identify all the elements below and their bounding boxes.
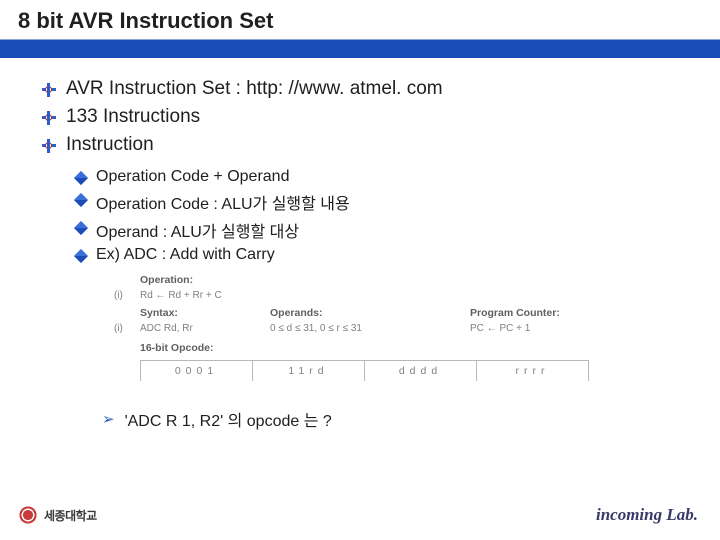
list-item: Instruction bbox=[42, 134, 720, 156]
content-area: AVR Instruction Set : http: //www. atmel… bbox=[0, 58, 720, 431]
fig-operation-value-row: (i) Rd ← Rd + Rr + C bbox=[114, 290, 674, 301]
university-name: 세종대학교 bbox=[44, 507, 97, 524]
target-bullet-icon bbox=[42, 83, 56, 97]
fig-syntax-text: ADC Rd, Rr bbox=[140, 323, 270, 334]
list-item-text: 133 Instructions bbox=[66, 106, 200, 128]
list-item: Operand : ALU가 실행할 대상 bbox=[76, 218, 720, 242]
title-bar: 8 bit AVR Instruction Set bbox=[0, 0, 720, 58]
list-item: AVR Instruction Set : http: //www. atmel… bbox=[42, 78, 720, 100]
diamond-bullet-icon bbox=[74, 193, 88, 207]
fig-operands-label: Operands: bbox=[270, 307, 470, 319]
list-item: Ex) ADC : Add with Carry bbox=[76, 246, 720, 264]
list-item-text: Ex) ADC : Add with Carry bbox=[96, 246, 275, 264]
list-item: Operation Code : ALU가 실행할 내용 bbox=[76, 190, 720, 214]
fig-syntax-value-row: (i) ADC Rd, Rr 0 ≤ d ≤ 31, 0 ≤ r ≤ 31 PC… bbox=[114, 323, 674, 334]
fig-marker: (i) bbox=[114, 290, 140, 301]
fig-pc-label: Program Counter: bbox=[470, 307, 560, 319]
opcode-cell: dddd bbox=[365, 361, 477, 381]
fig-operation-text: Rd ← Rd + Rr + C bbox=[140, 290, 222, 301]
logo-emblem-icon bbox=[18, 505, 38, 525]
list-item: 133 Instructions bbox=[42, 106, 720, 128]
fig-syntax-label: Syntax: bbox=[140, 307, 270, 319]
fig-opcode-label-row: 16-bit Opcode: bbox=[114, 342, 674, 354]
diamond-bullet-icon bbox=[74, 249, 88, 263]
bullet-list-level2: Operation Code + Operand Operation Code … bbox=[76, 168, 720, 264]
bullet-list-level1: AVR Instruction Set : http: //www. atmel… bbox=[42, 78, 720, 156]
chevron-icon: ➢ bbox=[102, 410, 115, 428]
list-item-text: Instruction bbox=[66, 134, 154, 156]
opcode-table: 0001 11rd dddd rrrr bbox=[140, 360, 589, 381]
diamond-bullet-icon bbox=[74, 171, 88, 185]
target-bullet-icon bbox=[42, 139, 56, 153]
opcode-cell: rrrr bbox=[477, 361, 589, 381]
list-item-text: AVR Instruction Set : http: //www. atmel… bbox=[66, 78, 443, 100]
fig-pc-text: PC ← PC + 1 bbox=[470, 323, 530, 334]
fig-opcode-label: 16-bit Opcode: bbox=[140, 342, 214, 354]
question-row: ➢ 'ADC R 1, R2' 의 opcode 는 ? bbox=[102, 407, 720, 431]
university-logo: 세종대학교 bbox=[18, 505, 97, 525]
list-item-text: Operand : ALU가 실행할 대상 bbox=[96, 218, 299, 242]
lab-name: incoming Lab. bbox=[596, 505, 698, 525]
fig-operation-row: Operation: bbox=[114, 274, 674, 286]
diamond-bullet-icon bbox=[74, 221, 88, 235]
target-bullet-icon bbox=[42, 111, 56, 125]
fig-operation-label: Operation: bbox=[140, 274, 193, 286]
footer: 세종대학교 incoming Lab. bbox=[0, 500, 720, 540]
question-text: 'ADC R 1, R2' 의 opcode 는 ? bbox=[125, 407, 332, 431]
fig-operands-text: 0 ≤ d ≤ 31, 0 ≤ r ≤ 31 bbox=[270, 323, 470, 334]
fig-marker: (i) bbox=[114, 323, 140, 334]
fig-syntax-header-row: Syntax: Operands: Program Counter: bbox=[114, 307, 674, 319]
list-item-text: Operation Code : ALU가 실행할 내용 bbox=[96, 190, 350, 214]
opcode-cell: 0001 bbox=[141, 361, 253, 381]
list-item: Operation Code + Operand bbox=[76, 168, 720, 186]
page-title: 8 bit AVR Instruction Set bbox=[18, 8, 720, 34]
list-item-text: Operation Code + Operand bbox=[96, 168, 289, 186]
opcode-cell: 11rd bbox=[253, 361, 365, 381]
adc-figure: Operation: (i) Rd ← Rd + Rr + C Syntax: … bbox=[114, 274, 674, 381]
